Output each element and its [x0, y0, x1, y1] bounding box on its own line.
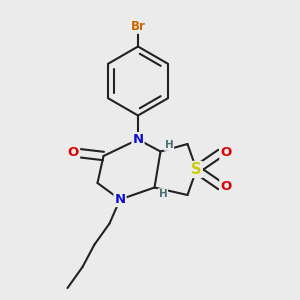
Text: O: O: [68, 146, 79, 160]
Text: O: O: [220, 179, 232, 193]
Text: O: O: [220, 146, 232, 160]
Text: N: N: [132, 133, 144, 146]
Text: Br: Br: [130, 20, 146, 33]
Text: S: S: [191, 162, 202, 177]
Text: H: H: [158, 189, 167, 199]
Text: N: N: [114, 193, 126, 206]
Text: H: H: [164, 140, 173, 150]
